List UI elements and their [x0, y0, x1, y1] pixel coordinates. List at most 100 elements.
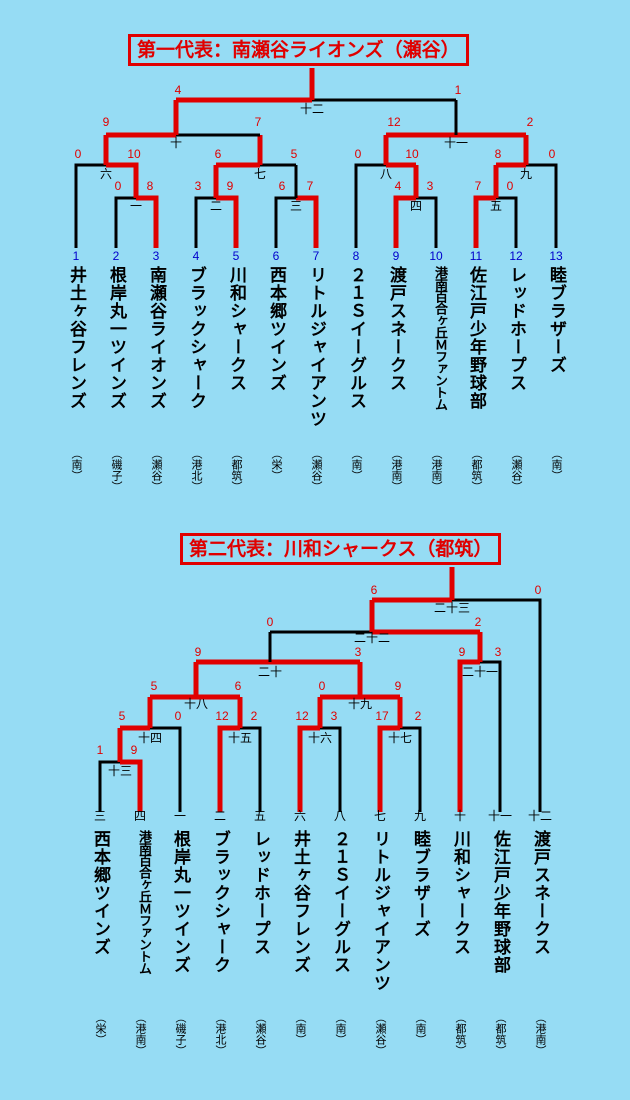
match-label: 十四 — [138, 731, 162, 745]
score: 7 — [307, 179, 314, 193]
match-label: 四 — [410, 199, 422, 213]
team-area: （南） — [294, 1012, 307, 1045]
team-name: リトルジャイアンツ — [370, 830, 390, 992]
team-name: 港南百合ヶ丘Ｍファントム — [432, 266, 447, 410]
team-area: （都筑） — [494, 1012, 507, 1056]
team-area: （南） — [350, 448, 363, 481]
seed-number: 一 — [174, 809, 186, 823]
score: 6 — [279, 179, 286, 193]
bracket2-text: 三 四 一 二 五 六 八 七 九 十 十一 十二 十三 十四 十五 十六 十七 十八 十九 二十 二十一 二十二 二十三 1… — [94, 583, 552, 823]
score: 6 — [371, 583, 378, 597]
bracket-line — [240, 726, 262, 812]
team-name: 西本郷ツインズ — [90, 830, 110, 956]
match-label: 十二 — [300, 102, 324, 116]
score: 12 — [215, 709, 229, 723]
team-area: （磯子） — [174, 1012, 187, 1056]
team-area: （港南） — [430, 448, 443, 492]
bracket2-lines — [98, 567, 542, 812]
match-label: 八 — [380, 167, 392, 181]
team-area: （瀬谷） — [310, 448, 323, 492]
team-name: 港南百合ヶ丘Ｍファントム — [136, 830, 151, 974]
seed-number: 7 — [313, 249, 320, 263]
seed-number: 11 — [470, 249, 483, 263]
score: 0 — [267, 615, 274, 629]
score: 10 — [405, 147, 419, 161]
score: 1 — [97, 743, 104, 757]
score: 0 — [319, 679, 326, 693]
score: 0 — [355, 147, 362, 161]
team-name: 川和シャークス — [226, 266, 246, 392]
winner-path — [297, 725, 320, 812]
bracket-line — [452, 598, 542, 812]
team-area: （港北） — [190, 448, 203, 492]
seed-number: 3 — [153, 249, 160, 263]
bracket-line — [150, 726, 182, 812]
match-label: 十九 — [348, 697, 372, 711]
seed-number: 十二 — [528, 809, 552, 823]
match-label: 二十三 — [434, 601, 470, 615]
second-representative-banner: 第二代表：川和シャークス（都筑） — [180, 533, 502, 565]
score: 8 — [147, 179, 154, 193]
winner-path — [217, 725, 240, 812]
seed-number: 10 — [429, 249, 443, 263]
team-area: （南） — [550, 448, 563, 481]
team-area: （都筑） — [470, 448, 483, 492]
seed-number: 七 — [374, 809, 386, 823]
team-name: 睦ブラザーズ — [410, 830, 430, 938]
score: 3 — [427, 179, 434, 193]
seed-number: 4 — [193, 249, 200, 263]
seed-number: 四 — [134, 809, 146, 823]
score: 5 — [291, 147, 298, 161]
team-name: 根岸丸一ツインズ — [170, 830, 190, 974]
score: 7 — [475, 179, 482, 193]
team-area: （都筑） — [454, 1012, 467, 1056]
match-label: 六 — [100, 167, 112, 181]
score: 8 — [495, 147, 502, 161]
team-name: 井土ヶ谷フレンズ — [290, 830, 310, 974]
score: 0 — [175, 709, 182, 723]
score: 4 — [175, 83, 182, 97]
winner-path — [473, 195, 496, 248]
winner-path — [216, 195, 239, 248]
team-area: （磯子） — [110, 448, 123, 492]
seed-number: 8 — [353, 249, 360, 263]
winner-path — [457, 659, 480, 812]
team-name: ２１Ｓイーグルス — [346, 266, 366, 410]
score: 10 — [127, 147, 141, 161]
score: 0 — [507, 179, 514, 193]
score: 4 — [395, 179, 402, 193]
first-representative-banner: 第一代表：南瀬谷ライオンズ（瀬谷） — [128, 34, 469, 66]
team-name: 佐江戸少年野球部 — [490, 830, 510, 974]
seed-number: 2 — [113, 249, 120, 263]
match-label: 二 — [210, 199, 222, 213]
winner-path — [106, 162, 139, 178]
bracket1-lines — [74, 68, 558, 248]
team-area: （港南） — [134, 1012, 147, 1056]
team-name: レッドホープス — [250, 830, 270, 956]
team-area: （瀬谷） — [254, 1012, 267, 1056]
winner-path — [377, 725, 400, 812]
seed-number: 十 — [454, 809, 466, 823]
seed-number: 12 — [509, 249, 523, 263]
team-name: 渡戸スネークス — [530, 830, 550, 956]
match-label: 二十二 — [354, 631, 390, 645]
bracket-line — [320, 726, 342, 812]
team-name: 佐江戸少年野球部 — [466, 266, 486, 410]
team-area: （瀬谷） — [374, 1012, 387, 1056]
score: 0 — [535, 583, 542, 597]
score: 6 — [235, 679, 242, 693]
score: 0 — [115, 179, 122, 193]
seed-number: 5 — [233, 249, 240, 263]
team-area: （南） — [70, 448, 83, 481]
team-name: 川和シャークス — [450, 830, 470, 956]
match-label: 二十 — [258, 665, 282, 679]
match-label: 十一 — [444, 136, 468, 150]
score: 5 — [119, 709, 126, 723]
bracket-line — [480, 660, 502, 812]
match-label: 十三 — [108, 764, 132, 778]
seed-number: 三 — [94, 809, 106, 823]
score: 0 — [75, 147, 82, 161]
score: 17 — [375, 709, 389, 723]
bracket-line — [98, 760, 120, 812]
